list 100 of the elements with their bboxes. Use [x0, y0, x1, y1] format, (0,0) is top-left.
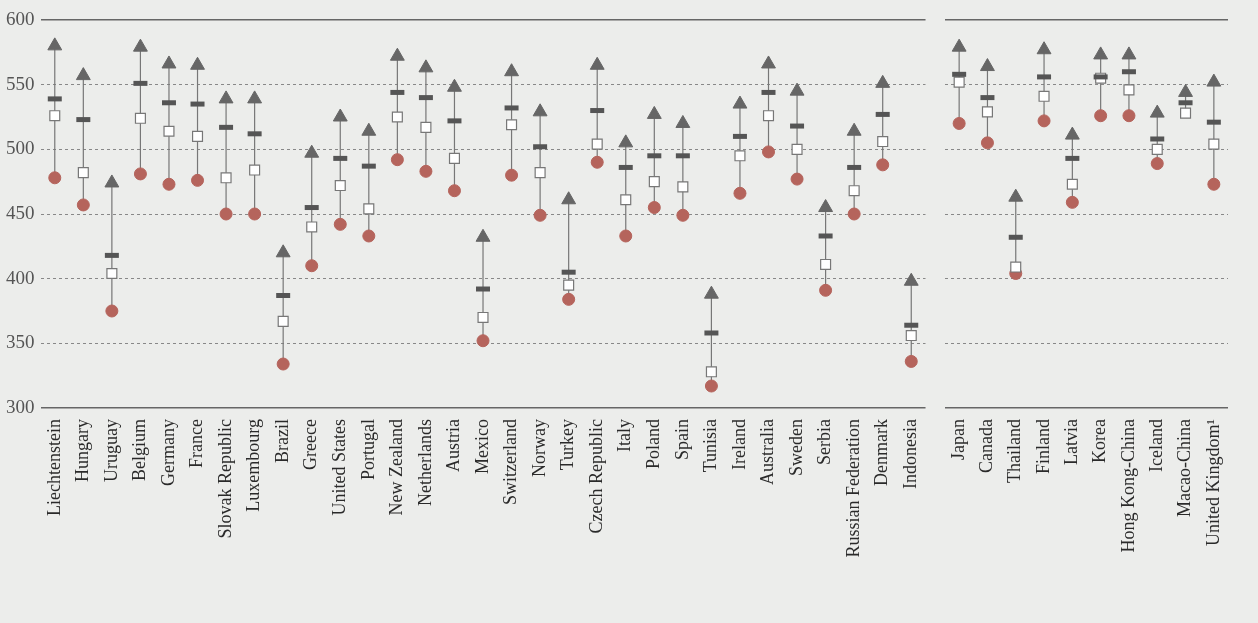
point	[105, 304, 119, 318]
point	[1207, 177, 1221, 191]
point	[1008, 188, 1024, 202]
x-tick-label: Canada	[976, 419, 997, 473]
x-tick-label: Spain	[671, 419, 692, 461]
point	[846, 122, 862, 136]
point	[1149, 104, 1165, 118]
point	[277, 315, 289, 327]
x-tick-label: Indonesia	[899, 419, 920, 489]
point	[705, 366, 717, 378]
point	[791, 143, 803, 155]
y-tick-label: 500	[6, 137, 35, 159]
point	[361, 122, 377, 136]
x-tick-label: Iceland	[1145, 419, 1166, 472]
point	[648, 176, 660, 188]
point	[47, 37, 63, 51]
point	[620, 194, 632, 206]
point	[675, 114, 691, 128]
point	[362, 229, 376, 243]
point	[505, 168, 519, 182]
y-tick-label: 550	[6, 72, 35, 94]
point	[847, 207, 861, 221]
point	[134, 112, 146, 124]
point	[875, 74, 891, 88]
point	[1065, 195, 1079, 209]
point	[704, 379, 718, 393]
x-tick-label: Poland	[643, 419, 664, 470]
x-tick-label: Serbia	[814, 418, 835, 465]
point	[732, 95, 748, 109]
y-tick-label: 350	[6, 331, 35, 353]
point	[275, 244, 291, 258]
point	[1038, 90, 1050, 102]
point	[589, 56, 605, 70]
x-tick-label: Norway	[528, 419, 549, 477]
y-tick-label: 450	[6, 201, 35, 223]
point	[249, 164, 261, 176]
point	[1178, 83, 1193, 97]
point	[532, 103, 548, 117]
point	[904, 354, 918, 368]
x-tick-label: Hong Kong-China	[1117, 419, 1138, 553]
point	[248, 207, 262, 221]
point	[561, 191, 577, 205]
x-tick-label: Macao-China	[1174, 419, 1195, 517]
point	[332, 108, 348, 122]
point	[1037, 114, 1051, 128]
point	[647, 201, 661, 215]
point	[419, 164, 433, 178]
x-tick-label: Germany	[157, 419, 178, 486]
point	[562, 292, 576, 306]
x-tick-label: Turkey	[557, 419, 578, 471]
point	[1122, 109, 1136, 123]
point	[533, 208, 547, 222]
y-tick-label: 600	[6, 7, 35, 29]
point	[1036, 41, 1052, 55]
point	[761, 55, 776, 69]
point	[981, 106, 993, 118]
point	[733, 186, 747, 200]
point	[980, 58, 995, 72]
x-tick-label: Portugal	[357, 419, 378, 480]
point	[1180, 107, 1192, 119]
point	[420, 121, 432, 133]
point	[48, 171, 62, 185]
point	[75, 67, 91, 81]
point	[333, 217, 347, 231]
point	[590, 155, 604, 169]
point	[1121, 46, 1137, 60]
point	[951, 38, 967, 52]
point	[191, 130, 204, 142]
point	[76, 198, 90, 212]
x-tick-label: United States	[329, 419, 349, 516]
point	[391, 111, 403, 123]
x-tick-label: Tunisia	[700, 418, 721, 473]
point	[162, 177, 176, 191]
point	[1064, 126, 1080, 140]
x-tick-label: Japan	[947, 419, 968, 460]
x-tick-label: Switzerland	[500, 419, 521, 505]
point	[447, 184, 461, 198]
point	[477, 311, 489, 324]
point	[104, 174, 120, 188]
point	[677, 181, 689, 193]
x-tick-label: Czech Republic	[585, 419, 606, 534]
x-tick-label: Netherlands	[414, 419, 435, 506]
point	[980, 136, 994, 150]
point	[77, 167, 89, 179]
point	[363, 203, 375, 215]
point	[762, 145, 776, 159]
point	[563, 279, 575, 291]
point	[219, 207, 233, 221]
x-tick-label: Korea	[1089, 419, 1110, 463]
point	[304, 144, 320, 158]
point	[447, 78, 462, 92]
point	[734, 150, 746, 162]
point	[876, 158, 890, 172]
point	[506, 119, 518, 131]
point	[848, 185, 860, 197]
x-tick-label: Hungary	[72, 419, 93, 482]
point	[163, 125, 175, 137]
x-tick-label: Denmark	[871, 419, 892, 486]
x-tick-label: Russian Federation	[842, 419, 863, 558]
point	[218, 90, 234, 104]
